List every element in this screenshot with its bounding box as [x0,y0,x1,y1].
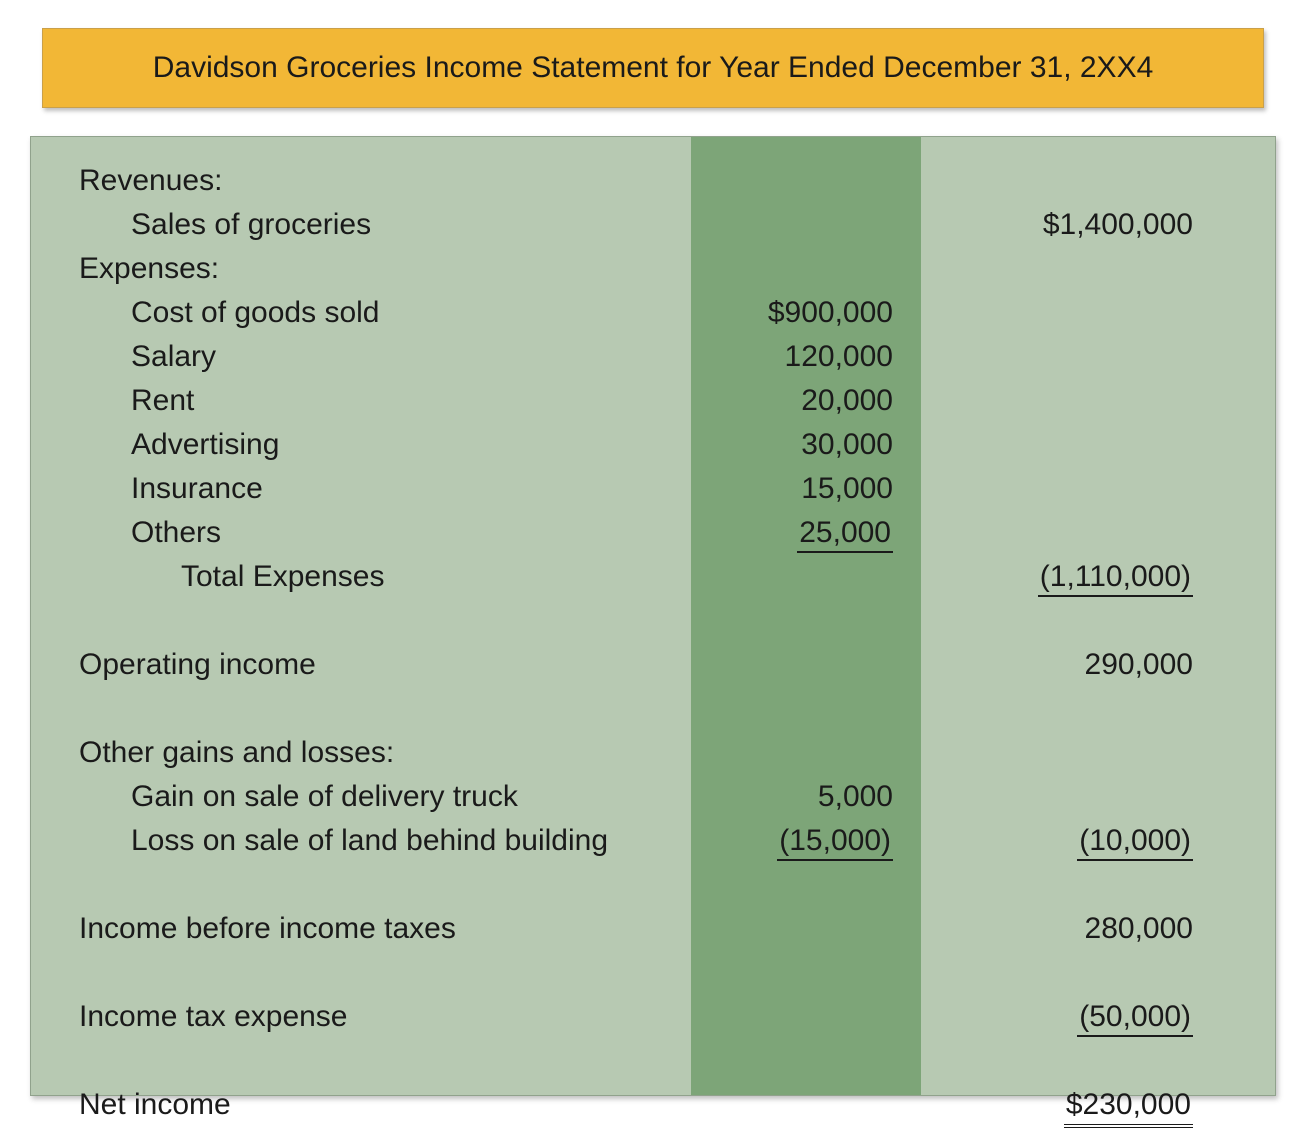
line-label: Income tax expense [79,995,348,1039]
spacer-row [31,599,1275,643]
spacer-row [31,863,1275,907]
total-value: 290,000 [921,643,1231,687]
total-value: (50,000) [921,995,1231,1039]
line-item: Loss on sale of land behind building (15,… [31,819,1275,863]
subtotal-value: 25,000 [691,511,921,555]
title-text: Davidson Groceries Income Statement for … [153,51,1154,84]
subtotal-value: 15,000 [691,467,921,511]
line-item: Cost of goods sold $900,000 [31,291,1275,335]
line-item: Net income $230,000 [31,1083,1275,1127]
subtotal-value: 120,000 [691,335,921,379]
subtotal-value: 20,000 [691,379,921,423]
total-value: (10,000) [921,819,1231,863]
line-item: Expenses: [31,247,1275,291]
spacer-row [31,1039,1275,1083]
line-label: Sales of groceries [131,203,371,247]
line-item: Insurance 15,000 [31,467,1275,511]
line-label: Gain on sale of delivery truck [131,775,518,819]
line-label: Others [131,511,221,555]
line-item: Rent 20,000 [31,379,1275,423]
line-label: Total Expenses [181,555,384,599]
line-label: Loss on sale of land behind building [131,819,608,863]
line-item: Sales of groceries $1,400,000 [31,203,1275,247]
line-label: Net income [79,1083,231,1127]
line-label: Cost of goods sold [131,291,379,335]
line-item: Revenues: [31,159,1275,203]
statement-panel: Revenues:Sales of groceries $1,400,000 Exp… [30,136,1276,1096]
line-item: Other gains and losses: [31,731,1275,775]
subtotal-value: $900,000 [691,291,921,335]
line-label: Advertising [131,423,279,467]
line-item: Total Expenses (1,110,000) [31,555,1275,599]
line-item: Advertising 30,000 [31,423,1275,467]
line-label: Expenses: [79,247,219,291]
subtotal-value: (15,000) [691,819,921,863]
line-item: Income tax expense (50,000) [31,995,1275,1039]
line-label: Other gains and losses: [79,731,394,775]
line-label: Revenues: [79,159,222,203]
line-label: Salary [131,335,216,379]
line-item: Salary 120,000 [31,335,1275,379]
line-item: Gain on sale of delivery truck 5,000 [31,775,1275,819]
line-label: Rent [131,379,194,423]
title-bar: Davidson Groceries Income Statement for … [42,28,1264,108]
line-item: Operating income 290,000 [31,643,1275,687]
spacer-row [31,951,1275,995]
line-label: Operating income [79,643,316,687]
line-label: Income before income taxes [79,907,456,951]
subtotal-value: 5,000 [691,775,921,819]
total-value: $230,000 [921,1083,1231,1128]
spacer-row [31,687,1275,731]
total-value: $1,400,000 [921,203,1231,247]
statement-rows: Revenues:Sales of groceries $1,400,000 Exp… [31,159,1275,1127]
line-item: Income before income taxes 280,000 [31,907,1275,951]
total-value: (1,110,000) [921,555,1231,599]
line-label: Insurance [131,467,263,511]
line-item: Others 25,000 [31,511,1275,555]
total-value: 280,000 [921,907,1231,951]
income-statement: Davidson Groceries Income Statement for … [0,0,1306,1140]
subtotal-value: 30,000 [691,423,921,467]
